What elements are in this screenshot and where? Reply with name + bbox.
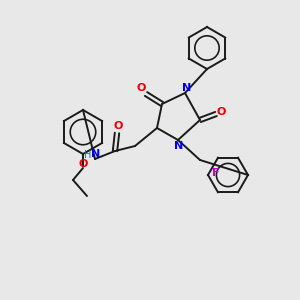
Text: H: H (84, 150, 92, 160)
Text: O: O (136, 83, 146, 93)
Text: N: N (174, 141, 184, 151)
Text: O: O (216, 107, 226, 117)
Text: O: O (113, 121, 123, 131)
Text: N: N (182, 83, 192, 93)
Text: O: O (78, 159, 88, 169)
Text: N: N (92, 149, 100, 159)
Text: F: F (212, 168, 220, 178)
